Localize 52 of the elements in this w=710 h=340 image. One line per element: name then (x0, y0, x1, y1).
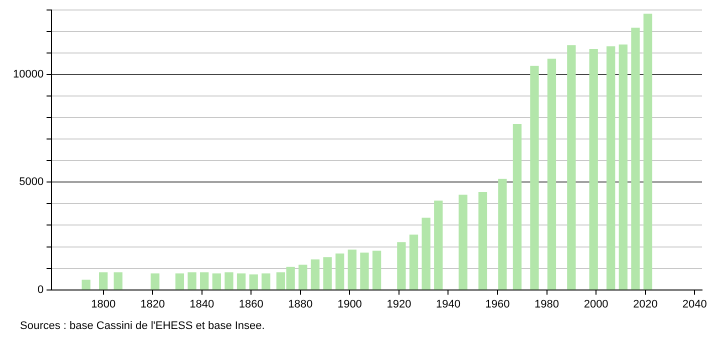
bar (114, 272, 122, 290)
bar (298, 264, 308, 290)
x-tick-label: 1980 (534, 298, 560, 310)
x-tick-label: 2020 (633, 298, 658, 310)
y-tick-label: 5000 (19, 176, 44, 188)
bar (606, 46, 616, 290)
x-tick-label: 2040 (682, 298, 707, 310)
bar (458, 194, 468, 290)
bar (372, 250, 382, 290)
bar (567, 45, 576, 290)
bar (360, 252, 369, 290)
bar (224, 272, 234, 290)
bar (397, 242, 406, 290)
bar (150, 273, 160, 290)
bar (175, 273, 184, 290)
y-tick-label: 10000 (12, 68, 44, 81)
bar (512, 124, 522, 290)
bar (498, 178, 507, 290)
x-tick-label: 1800 (91, 298, 116, 310)
bar (643, 14, 652, 290)
x-tick-label: 1920 (386, 298, 412, 310)
bar (478, 192, 488, 290)
bar (323, 257, 332, 290)
x-tick-label: 1900 (337, 298, 362, 310)
bar (188, 272, 196, 290)
bar (434, 200, 443, 290)
bar (589, 49, 598, 290)
bar (631, 28, 640, 290)
bar (212, 273, 221, 290)
x-tick-label: 1860 (238, 298, 264, 310)
x-tick-label: 1840 (190, 298, 214, 310)
bar (618, 44, 628, 290)
bar (82, 280, 90, 290)
x-tick-label: 1940 (436, 298, 460, 310)
bar (530, 66, 539, 290)
y-tick-label: 0 (37, 284, 44, 296)
x-tick-label: 1960 (485, 298, 510, 310)
bar (249, 274, 258, 290)
bar (98, 272, 108, 290)
x-tick-label: 1880 (288, 298, 313, 310)
bar (200, 272, 209, 290)
bar (262, 273, 270, 290)
source-note: Sources : base Cassini de l'EHESS et base Insee. (20, 320, 265, 332)
bar (409, 234, 418, 290)
bar (547, 58, 556, 290)
bar (236, 273, 246, 290)
bar (310, 259, 320, 290)
bar (336, 254, 344, 290)
x-tick-label: 2000 (584, 298, 608, 310)
bar (422, 218, 430, 290)
bar (348, 250, 356, 290)
x-tick-label: 1820 (140, 298, 165, 310)
